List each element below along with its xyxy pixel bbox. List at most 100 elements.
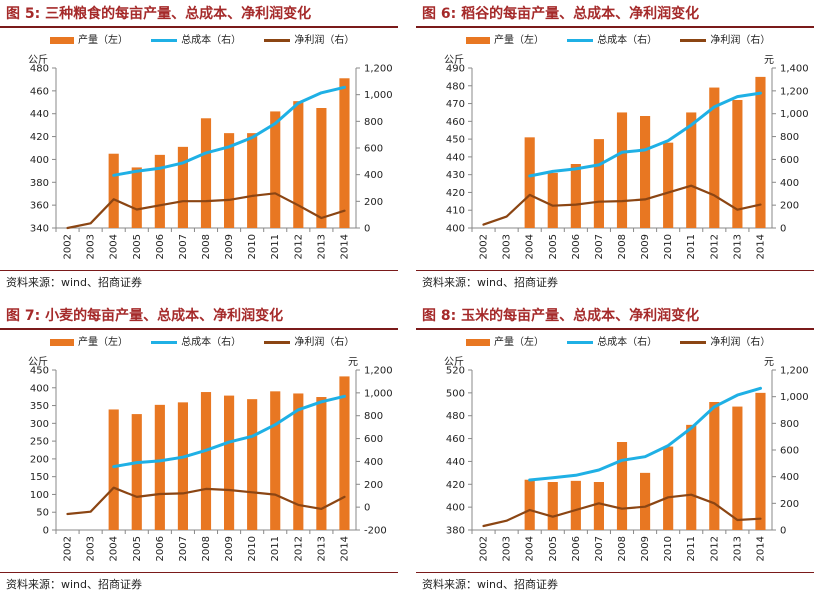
chart-legend: 产量（左） 总成本（右） 净利润（右） xyxy=(466,333,790,348)
chart-plot: 380 400 420 440 460 480 500 520 0 200 400 600 800 1,0… xyxy=(444,356,809,561)
y-tick-label-left: 460 xyxy=(446,117,465,128)
x-tick-label: 2007 xyxy=(178,536,189,561)
bar-production xyxy=(524,479,535,530)
legend-label-profit: 净利润（右） xyxy=(294,35,355,46)
chart-title: 图 6: 稻谷的每亩产量、总成本、净利润变化 xyxy=(422,6,700,22)
legend-label-production: 产量（左） xyxy=(78,35,128,46)
legend-swatch-profit xyxy=(264,340,291,344)
y-tick-label-left: 420 xyxy=(446,188,465,199)
legend-swatch-production xyxy=(50,36,74,44)
legend-swatch-production xyxy=(466,338,490,346)
y-tick-label-right: 800 xyxy=(364,411,383,422)
bar-production xyxy=(663,446,674,530)
y-tick-label-right: 0 xyxy=(780,224,786,235)
bar-production xyxy=(547,172,558,228)
x-tick-label: 2011 xyxy=(686,234,697,259)
line-profit xyxy=(482,493,762,528)
bar-production xyxy=(686,424,697,530)
bar-production xyxy=(732,406,743,530)
chart-plot: 400 410 420 430 440 450 460 470 480 490 0 200 400 600… xyxy=(444,54,809,259)
chart-legend: 产量（左） 总成本（右） 净利润（右） xyxy=(466,31,790,46)
bar-production xyxy=(616,112,628,228)
x-tick-label: 2005 xyxy=(132,234,143,259)
x-tick-label: 2006 xyxy=(571,536,582,561)
chart-panel-4: 图 8: 玉米的每亩产量、总成本、净利润变化 产量（左） 总成本（右） 净利润（… xyxy=(416,302,820,598)
x-tick-label: 2013 xyxy=(732,536,743,561)
chart-plot: 0 50 100 150 200 250 300 350 400 450 -200 0 200 400 60… xyxy=(28,356,393,561)
y-tick-label-left: 420 xyxy=(30,132,49,143)
y-tick-label-right: 0 xyxy=(364,503,370,514)
source-divider xyxy=(0,572,398,573)
source-note: 资料来源：wind、招商证券 xyxy=(6,578,143,591)
y-tick-label-right: 200 xyxy=(780,201,799,212)
bar-production xyxy=(200,392,212,530)
y-tick-label-left: 350 xyxy=(30,401,49,412)
source-note: 资料来源：wind、招商证券 xyxy=(6,276,143,289)
y-unit-left: 公斤 xyxy=(444,54,464,66)
x-tick-label: 2011 xyxy=(686,536,697,561)
legend-item-cost: 总成本（右） xyxy=(567,333,657,348)
y-tick-label-left: 480 xyxy=(446,81,465,92)
title-divider xyxy=(416,328,814,330)
y-tick-label-right: 600 xyxy=(364,434,383,445)
bar-production xyxy=(524,137,535,228)
x-tick-label: 2006 xyxy=(155,234,166,259)
legend-label-production: 产量（左） xyxy=(494,35,544,46)
y-tick-label-left: 500 xyxy=(446,388,465,399)
x-tick-label: 2005 xyxy=(132,536,143,561)
legend-label-cost: 总成本（右） xyxy=(181,337,242,348)
x-tick-label: 2011 xyxy=(270,234,281,259)
legend-swatch-production xyxy=(466,36,490,44)
legend-item-profit: 净利润（右） xyxy=(264,333,354,348)
y-tick-label-right: 1,000 xyxy=(364,388,393,399)
x-tick-label: 2014 xyxy=(339,234,350,259)
y-tick-label-right: -200 xyxy=(364,526,387,537)
y-tick-label-left: 400 xyxy=(446,503,465,514)
x-tick-label: 2009 xyxy=(640,536,651,561)
x-tick-label: 2014 xyxy=(755,234,766,259)
bar-production xyxy=(663,142,674,228)
y-tick-label-left: 200 xyxy=(30,454,49,465)
bar-production xyxy=(131,414,142,530)
y-tick-label-right: 1,200 xyxy=(780,86,809,97)
y-unit-right: 元 xyxy=(764,357,774,368)
y-tick-label-right: 1,000 xyxy=(364,90,393,101)
y-tick-label-left: 480 xyxy=(446,411,465,422)
bar-production xyxy=(616,442,628,530)
x-tick-label: 2012 xyxy=(293,536,304,561)
y-tick-label-right: 1,400 xyxy=(780,64,809,75)
bar-production xyxy=(131,167,142,228)
bar-production xyxy=(224,395,235,530)
bar-production xyxy=(640,116,651,228)
bar-production xyxy=(200,118,212,228)
x-tick-label: 2005 xyxy=(548,536,559,561)
x-tick-label: 2009 xyxy=(640,234,651,259)
bar-production xyxy=(316,397,327,530)
y-tick-label-left: 440 xyxy=(30,109,49,120)
bar-production xyxy=(247,133,258,228)
y-tick-label-right: 1,200 xyxy=(364,64,393,75)
bar-production xyxy=(709,87,720,228)
legend-swatch-cost xyxy=(567,38,594,42)
y-unit-left: 公斤 xyxy=(444,356,464,368)
chart-plot: 340 360 380 400 420 440 460 480 0 200 400 600 800 1,0… xyxy=(28,54,393,259)
x-tick-label: 2013 xyxy=(732,234,743,259)
bar-production xyxy=(570,480,581,530)
y-tick-label-right: 200 xyxy=(364,480,383,491)
x-tick-label: 2006 xyxy=(155,536,166,561)
bar-production xyxy=(108,153,119,228)
bar-production xyxy=(339,376,350,530)
source-note: 资料来源：wind、招商证券 xyxy=(422,578,559,591)
x-tick-label: 2010 xyxy=(663,536,674,561)
y-tick-label-left: 470 xyxy=(446,99,465,110)
bar-production xyxy=(316,108,327,228)
legend-label-cost: 总成本（右） xyxy=(181,35,242,46)
y-tick-label-right: 400 xyxy=(364,170,383,181)
x-tick-label: 2003 xyxy=(86,234,97,259)
y-tick-label-right: 400 xyxy=(780,472,799,483)
legend-label-cost: 总成本（右） xyxy=(597,337,658,348)
legend-label-production: 产量（左） xyxy=(494,337,544,348)
source-divider xyxy=(416,270,814,271)
source-divider xyxy=(0,270,398,271)
bar-production xyxy=(593,139,604,228)
